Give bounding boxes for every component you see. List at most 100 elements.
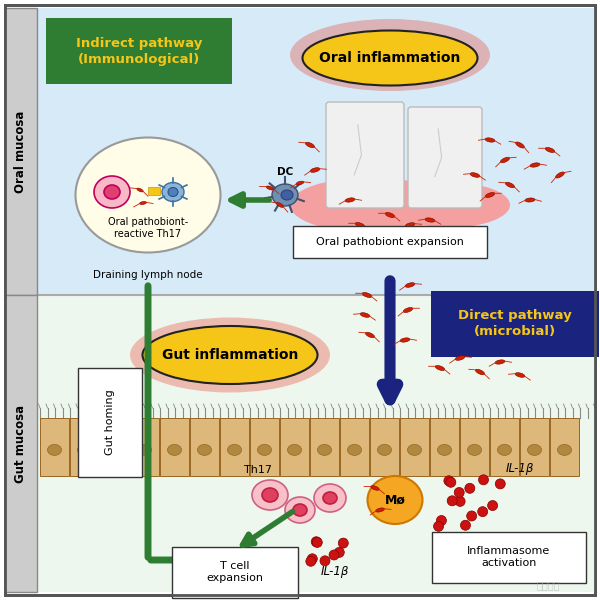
Circle shape bbox=[334, 547, 344, 557]
Text: Th17: Th17 bbox=[244, 465, 272, 475]
Text: Oral mucosa: Oral mucosa bbox=[14, 111, 28, 193]
Ellipse shape bbox=[505, 182, 515, 188]
Ellipse shape bbox=[314, 484, 346, 512]
Ellipse shape bbox=[345, 198, 355, 202]
Circle shape bbox=[465, 484, 475, 493]
Ellipse shape bbox=[305, 142, 314, 148]
Text: 承诺商城: 承诺商城 bbox=[536, 580, 560, 590]
Ellipse shape bbox=[296, 181, 304, 185]
Circle shape bbox=[460, 520, 470, 530]
Ellipse shape bbox=[525, 198, 535, 202]
Ellipse shape bbox=[475, 369, 485, 375]
Ellipse shape bbox=[437, 445, 452, 455]
Ellipse shape bbox=[347, 445, 361, 455]
Ellipse shape bbox=[407, 445, 421, 455]
Ellipse shape bbox=[367, 476, 422, 524]
FancyBboxPatch shape bbox=[370, 418, 399, 476]
Ellipse shape bbox=[167, 445, 182, 455]
Ellipse shape bbox=[515, 373, 525, 377]
FancyBboxPatch shape bbox=[460, 418, 489, 476]
Ellipse shape bbox=[76, 137, 221, 253]
Ellipse shape bbox=[400, 338, 410, 342]
FancyBboxPatch shape bbox=[280, 418, 309, 476]
Ellipse shape bbox=[557, 445, 571, 455]
FancyBboxPatch shape bbox=[46, 18, 232, 84]
Ellipse shape bbox=[281, 190, 293, 200]
Ellipse shape bbox=[403, 307, 413, 313]
Text: DC: DC bbox=[277, 167, 293, 177]
Text: Oral pathobiont-
reactive Th17: Oral pathobiont- reactive Th17 bbox=[108, 217, 188, 239]
Ellipse shape bbox=[290, 178, 450, 232]
FancyBboxPatch shape bbox=[220, 418, 249, 476]
Text: IL-1β: IL-1β bbox=[506, 462, 534, 475]
Circle shape bbox=[467, 511, 476, 521]
Ellipse shape bbox=[94, 176, 130, 208]
Ellipse shape bbox=[302, 31, 478, 85]
FancyBboxPatch shape bbox=[130, 418, 159, 476]
Circle shape bbox=[434, 521, 443, 532]
Ellipse shape bbox=[515, 142, 524, 148]
FancyBboxPatch shape bbox=[37, 295, 595, 592]
Ellipse shape bbox=[527, 445, 542, 455]
Ellipse shape bbox=[485, 138, 495, 142]
Ellipse shape bbox=[435, 365, 445, 371]
Ellipse shape bbox=[365, 332, 374, 338]
Text: Gut homing: Gut homing bbox=[105, 389, 115, 455]
Text: T cell
expansion: T cell expansion bbox=[206, 561, 263, 583]
Ellipse shape bbox=[323, 492, 337, 504]
Circle shape bbox=[455, 496, 465, 506]
FancyBboxPatch shape bbox=[408, 107, 482, 208]
Ellipse shape bbox=[425, 218, 435, 222]
Text: Oral inflammation: Oral inflammation bbox=[319, 51, 461, 65]
Ellipse shape bbox=[377, 445, 392, 455]
FancyBboxPatch shape bbox=[70, 418, 99, 476]
Ellipse shape bbox=[293, 504, 307, 516]
Circle shape bbox=[447, 496, 457, 506]
Circle shape bbox=[320, 556, 330, 566]
FancyBboxPatch shape bbox=[148, 187, 160, 195]
Ellipse shape bbox=[470, 173, 480, 178]
Ellipse shape bbox=[168, 187, 178, 196]
Text: Mø: Mø bbox=[385, 493, 406, 506]
Ellipse shape bbox=[362, 292, 372, 298]
FancyBboxPatch shape bbox=[490, 418, 519, 476]
Ellipse shape bbox=[317, 445, 331, 455]
Ellipse shape bbox=[355, 223, 365, 227]
FancyBboxPatch shape bbox=[100, 418, 129, 476]
Ellipse shape bbox=[77, 445, 91, 455]
Ellipse shape bbox=[143, 326, 317, 384]
Ellipse shape bbox=[556, 172, 565, 178]
Circle shape bbox=[478, 506, 488, 517]
FancyBboxPatch shape bbox=[5, 5, 595, 595]
Ellipse shape bbox=[104, 185, 120, 199]
FancyBboxPatch shape bbox=[37, 8, 595, 295]
Ellipse shape bbox=[530, 163, 540, 167]
FancyBboxPatch shape bbox=[5, 295, 37, 592]
FancyBboxPatch shape bbox=[432, 532, 586, 583]
Circle shape bbox=[444, 476, 454, 486]
Circle shape bbox=[436, 515, 446, 526]
FancyBboxPatch shape bbox=[520, 418, 549, 476]
FancyBboxPatch shape bbox=[78, 368, 142, 477]
FancyBboxPatch shape bbox=[400, 418, 429, 476]
FancyBboxPatch shape bbox=[430, 418, 459, 476]
Ellipse shape bbox=[445, 227, 455, 233]
Ellipse shape bbox=[137, 445, 151, 455]
Ellipse shape bbox=[107, 445, 121, 455]
FancyBboxPatch shape bbox=[40, 418, 69, 476]
Ellipse shape bbox=[257, 445, 271, 455]
Ellipse shape bbox=[197, 445, 212, 455]
Ellipse shape bbox=[360, 313, 370, 317]
Circle shape bbox=[338, 538, 348, 548]
Ellipse shape bbox=[290, 19, 490, 91]
FancyBboxPatch shape bbox=[431, 291, 599, 357]
Ellipse shape bbox=[140, 202, 146, 205]
Ellipse shape bbox=[162, 182, 184, 202]
Ellipse shape bbox=[371, 486, 379, 490]
Ellipse shape bbox=[227, 445, 241, 455]
Ellipse shape bbox=[252, 480, 288, 510]
Circle shape bbox=[329, 550, 339, 560]
Ellipse shape bbox=[262, 488, 278, 502]
FancyBboxPatch shape bbox=[160, 418, 189, 476]
Ellipse shape bbox=[467, 445, 482, 455]
